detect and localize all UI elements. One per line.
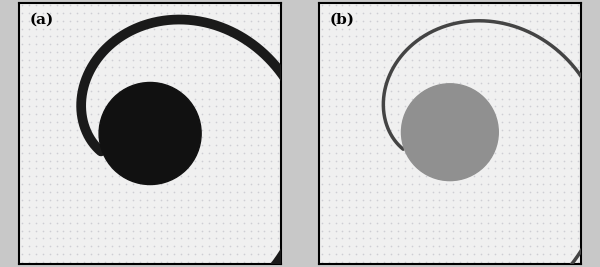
Circle shape <box>401 84 498 180</box>
Circle shape <box>99 83 201 184</box>
Text: (b): (b) <box>329 13 355 27</box>
Text: (a): (a) <box>30 13 54 27</box>
